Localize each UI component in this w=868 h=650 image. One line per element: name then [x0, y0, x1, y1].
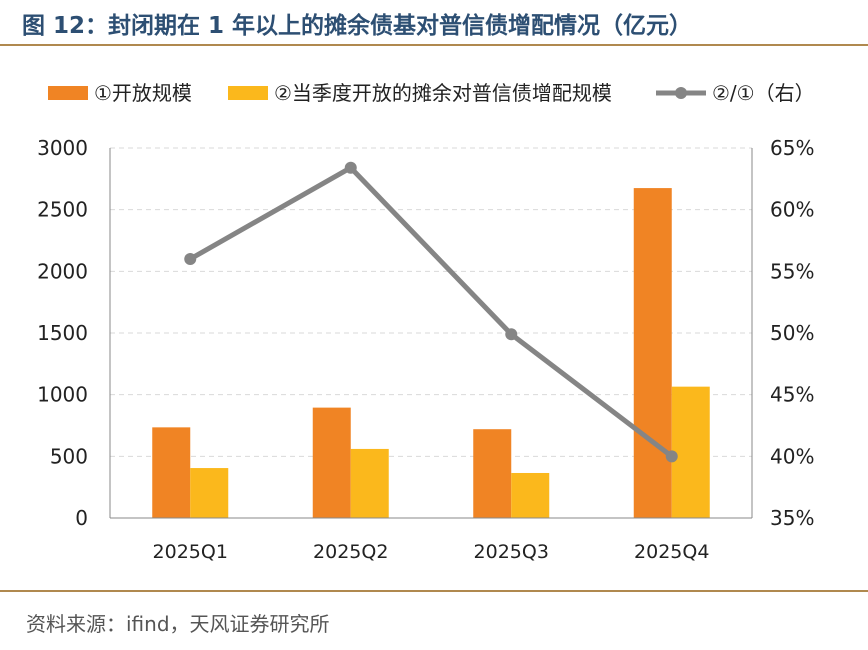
- left-tick-label: 2500: [37, 198, 88, 222]
- bar-credit-allocation: [350, 448, 389, 518]
- ratio-point: [344, 161, 357, 174]
- legend-swatch-open-scale: [48, 86, 88, 100]
- combo-chart: ①开放规模 ②当季度开放的摊余对普信债增配规模 ②/①（右） 0 500 1000 150…: [37, 81, 815, 563]
- bars: [152, 188, 710, 519]
- axes: 0 500 1000 1500 2000 2500 3000 35% 40% 45% 50% 55% 6…: [37, 136, 814, 563]
- ratio-point: [505, 328, 518, 341]
- bar-open-scale: [312, 407, 351, 518]
- bar-credit-allocation: [511, 472, 550, 518]
- right-tick-label: 40%: [770, 444, 814, 468]
- category-label: 2025Q2: [313, 541, 388, 563]
- ratio-line-series: [184, 161, 678, 463]
- ratio-point: [665, 450, 678, 463]
- ratio-point: [184, 253, 197, 265]
- footer-divider: [0, 590, 868, 592]
- bar-open-scale: [633, 188, 672, 519]
- bar-open-scale: [473, 429, 512, 518]
- right-tick-label: 50%: [770, 321, 814, 345]
- legend-label-ratio: ②/①（右）: [712, 81, 815, 105]
- legend: ①开放规模 ②当季度开放的摊余对普信债增配规模 ②/①（右）: [48, 81, 815, 105]
- left-tick-label: 3000: [37, 136, 88, 160]
- bar-credit-allocation: [671, 386, 710, 518]
- left-tick-label: 500: [50, 444, 88, 468]
- left-tick-label: 2000: [37, 259, 88, 283]
- right-tick-label: 55%: [770, 259, 814, 283]
- legend-swatch-credit-allocation: [228, 86, 268, 100]
- ratio-line: [187, 165, 675, 459]
- bar-credit-allocation: [190, 468, 229, 518]
- category-label: 2025Q4: [634, 541, 709, 563]
- category-label: 2025Q3: [474, 541, 549, 563]
- legend-label-open-scale: ①开放规模: [94, 81, 192, 105]
- right-tick-label: 35%: [770, 506, 814, 530]
- legend-swatch-ratio-point: [675, 87, 687, 99]
- right-tick-label: 45%: [770, 383, 814, 407]
- right-tick-label: 60%: [770, 198, 814, 222]
- bar-open-scale: [152, 427, 191, 518]
- left-tick-label: 1500: [37, 321, 88, 345]
- right-tick-label: 65%: [770, 136, 814, 160]
- left-tick-label: 1000: [37, 383, 88, 407]
- source-note: 资料来源：ifind，天风证券研究所: [26, 612, 330, 636]
- title-divider: [0, 44, 868, 46]
- legend-label-credit-allocation: ②当季度开放的摊余对普信债增配规模: [274, 81, 612, 105]
- left-tick-label: 0: [75, 506, 88, 530]
- category-label: 2025Q1: [153, 541, 228, 563]
- chart-title: 图 12：封闭期在 1 年以上的摊余债基对普信债增配情况（亿元）: [22, 13, 693, 39]
